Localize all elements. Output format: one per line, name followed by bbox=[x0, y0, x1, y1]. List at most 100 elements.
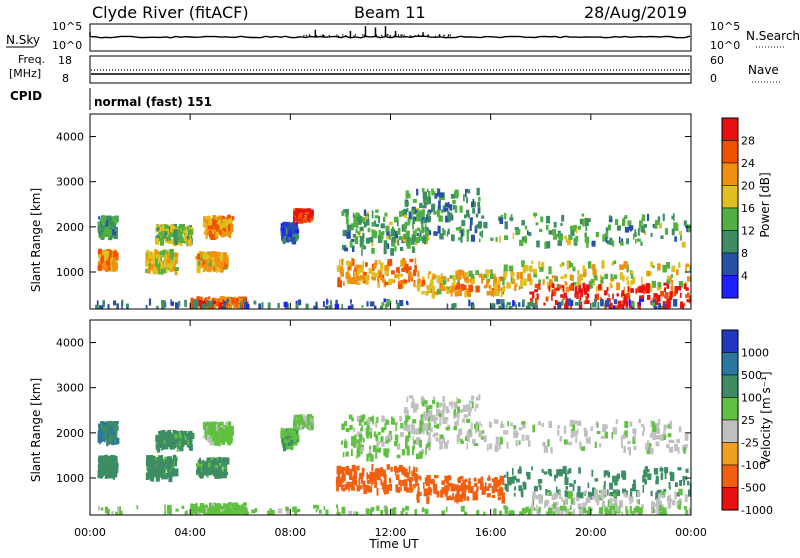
data-cell bbox=[541, 423, 544, 428]
data-cell bbox=[295, 435, 300, 443]
data-cell bbox=[627, 220, 632, 226]
data-cell bbox=[471, 396, 473, 404]
data-cell bbox=[615, 504, 617, 512]
data-cell bbox=[306, 418, 311, 423]
data-cell bbox=[452, 199, 456, 204]
data-cell bbox=[643, 231, 647, 235]
data-cell bbox=[464, 214, 467, 219]
data-cell bbox=[395, 474, 400, 480]
data-cell bbox=[604, 509, 607, 515]
data-cell bbox=[688, 507, 691, 515]
data-cell bbox=[420, 452, 422, 459]
data-cell bbox=[445, 286, 447, 291]
data-cell bbox=[689, 264, 691, 272]
data-cell bbox=[543, 302, 546, 306]
data-cell bbox=[374, 272, 378, 278]
data-cell bbox=[229, 223, 234, 229]
data-cell bbox=[391, 270, 395, 275]
data-cell bbox=[183, 440, 188, 445]
data-cell bbox=[301, 212, 305, 216]
data-cell bbox=[442, 229, 446, 236]
data-cell bbox=[486, 492, 491, 498]
data-cell bbox=[493, 478, 497, 487]
data-cell bbox=[657, 282, 662, 288]
data-cell bbox=[468, 291, 471, 298]
data-cell bbox=[405, 263, 409, 269]
x-axis-label: Time UT bbox=[368, 537, 419, 551]
data-cell bbox=[461, 230, 463, 238]
data-cell bbox=[445, 215, 450, 223]
data-cell bbox=[298, 299, 302, 306]
data-cell bbox=[192, 504, 197, 509]
data-cell bbox=[227, 426, 232, 430]
data-cell bbox=[208, 296, 211, 300]
data-cell bbox=[566, 508, 570, 515]
data-cell bbox=[449, 204, 453, 211]
data-cell bbox=[156, 445, 161, 453]
data-cell bbox=[594, 478, 599, 482]
data-cell bbox=[436, 188, 439, 193]
data-cell bbox=[108, 262, 111, 271]
data-cell bbox=[220, 296, 225, 300]
data-cell bbox=[562, 285, 565, 293]
data-cell bbox=[471, 201, 474, 208]
data-cell bbox=[104, 506, 108, 514]
data-cell bbox=[228, 220, 231, 226]
data-cell bbox=[633, 479, 636, 487]
data-cell bbox=[663, 435, 667, 439]
data-cell bbox=[216, 433, 219, 441]
data-cell bbox=[235, 505, 239, 513]
data-cell bbox=[565, 286, 570, 293]
data-cell bbox=[569, 419, 574, 427]
data-cell bbox=[98, 230, 103, 236]
data-cell bbox=[582, 218, 585, 227]
data-cell bbox=[222, 257, 225, 263]
data-cell bbox=[209, 437, 214, 446]
data-cell bbox=[269, 508, 272, 512]
data-cell bbox=[632, 484, 637, 492]
data-cell bbox=[438, 438, 441, 444]
data-cell bbox=[576, 492, 581, 499]
data-cell bbox=[650, 300, 653, 305]
data-cell bbox=[179, 232, 182, 238]
data-cell bbox=[295, 420, 300, 424]
data-cell bbox=[419, 230, 424, 234]
data-cell bbox=[578, 300, 581, 305]
data-cell bbox=[466, 197, 468, 204]
data-cell bbox=[366, 301, 369, 307]
data-cell bbox=[532, 291, 535, 299]
data-cell bbox=[166, 253, 170, 262]
data-cell bbox=[498, 305, 503, 309]
data-cell bbox=[669, 275, 671, 280]
data-cell bbox=[576, 420, 582, 426]
data-cell bbox=[413, 466, 416, 474]
data-cell bbox=[200, 251, 202, 257]
data-cell bbox=[376, 473, 381, 481]
data-cell bbox=[592, 487, 596, 495]
data-cell bbox=[650, 261, 653, 268]
colorbar-swatch bbox=[721, 162, 739, 186]
data-cell bbox=[298, 416, 303, 420]
data-cell bbox=[548, 421, 552, 428]
data-cell bbox=[365, 237, 370, 244]
data-cell bbox=[439, 402, 443, 407]
data-cell bbox=[667, 501, 672, 509]
data-cell bbox=[460, 235, 463, 243]
data-cell bbox=[357, 264, 362, 269]
data-cell bbox=[424, 223, 427, 232]
data-cell bbox=[616, 293, 619, 297]
data-cell bbox=[558, 284, 562, 289]
data-cell bbox=[678, 281, 683, 288]
data-cell bbox=[571, 275, 574, 281]
data-cell bbox=[168, 474, 173, 483]
data-cell bbox=[579, 441, 582, 450]
data-cell bbox=[413, 281, 416, 286]
data-cell bbox=[98, 260, 102, 265]
data-cell bbox=[652, 424, 657, 432]
data-cell bbox=[356, 276, 361, 281]
nsearch-dot bbox=[384, 34, 386, 37]
data-cell bbox=[455, 412, 459, 418]
data-cell bbox=[416, 453, 421, 460]
data-cell bbox=[441, 510, 446, 515]
